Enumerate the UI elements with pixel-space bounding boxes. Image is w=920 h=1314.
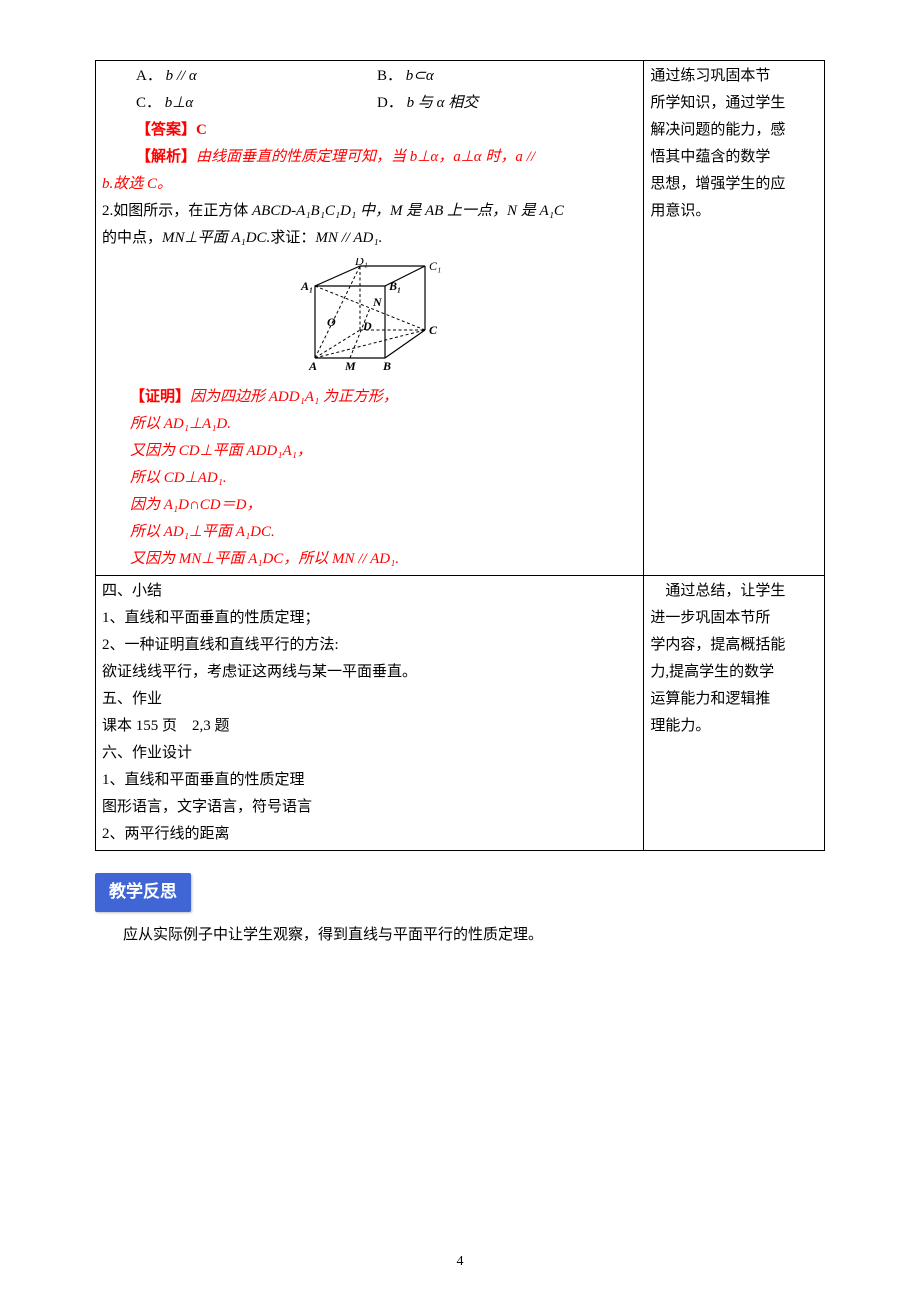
label-o: O bbox=[327, 315, 336, 329]
q2-l1-a: 2.如图所示，在正方体 bbox=[102, 203, 252, 219]
label-a: A bbox=[308, 359, 317, 373]
sidebar1-l0: 通过练习巩固本节 bbox=[650, 63, 818, 90]
sidebar2-l1: 进一步巩固本节所 bbox=[650, 605, 818, 632]
option-c-label: C． bbox=[136, 95, 161, 111]
option-d-label: D． bbox=[377, 95, 403, 111]
label-n: N bbox=[372, 295, 383, 309]
sidebar1-l1: 所学知识，通过学生 bbox=[650, 90, 818, 117]
proof-l2: 所以 AD₁⊥A₁D. bbox=[102, 411, 637, 438]
q2-l1-c: 中，M 是 AB 上一点，N 是 A₁C bbox=[356, 203, 564, 219]
option-c-math: b⊥α bbox=[165, 95, 193, 111]
q2-l2-d: MN // AD₁. bbox=[315, 230, 382, 246]
proof-l5: 因为 A₁D∩CD＝D， bbox=[102, 492, 637, 519]
summary-l0: 四、小结 bbox=[102, 578, 637, 605]
analysis-body-2: b.故选 C。 bbox=[102, 171, 637, 198]
option-d: D． b 与 α 相交 bbox=[377, 90, 478, 117]
reflection-text: 应从实际例子中让学生观察，得到直线与平面平行的性质定理。 bbox=[95, 922, 825, 949]
option-a: A． b // α bbox=[102, 63, 377, 90]
summary-l6: 六、作业设计 bbox=[102, 740, 637, 767]
summary-l3: 欲证线线平行，考虑证这两线与某一平面垂直。 bbox=[102, 659, 637, 686]
sidebar1-l3: 悟其中蕴含的数学 bbox=[650, 144, 818, 171]
sidebar-cell-1: 通过练习巩固本节 所学知识，通过学生 解决问题的能力，感 悟其中蕴含的数学 思想… bbox=[644, 61, 825, 576]
proof-line-0: 【证明】因为四边形 ADD₁A₁ 为正方形， bbox=[102, 384, 637, 411]
option-row-cd: C． b⊥α D． b 与 α 相交 bbox=[102, 90, 637, 117]
table-row: 四、小结 1、直线和平面垂直的性质定理； 2、一种证明直线和直线平行的方法: 欲… bbox=[96, 576, 825, 851]
proof-l6: 所以 AD₁⊥平面 A₁DC. bbox=[102, 519, 637, 546]
sidebar1-l4: 思想，增强学生的应 bbox=[650, 171, 818, 198]
proof-l4: 所以 CD⊥AD₁. bbox=[102, 465, 637, 492]
label-d: D bbox=[362, 319, 372, 333]
proof-l7: 又因为 MN⊥平面 A₁DC，所以 MN // AD₁. bbox=[102, 546, 637, 573]
proof-l1: 因为四边形 ADD₁A₁ 为正方形， bbox=[190, 389, 398, 405]
analysis-body-1: 由线面垂直的性质定理可知，当 b⊥α，a⊥α 时，a // bbox=[196, 149, 535, 165]
sidebar1-l2: 解决问题的能力，感 bbox=[650, 117, 818, 144]
table-row: A． b // α B． b⊂α C． b⊥α D． b 与 α 相交 【答案】 bbox=[96, 61, 825, 576]
option-row-ab: A． b // α B． b⊂α bbox=[102, 63, 637, 90]
label-a1: A₁ bbox=[300, 279, 313, 293]
cube-diagram-wrap: D₁ C₁ A₁ B₁ N O D C A M B bbox=[102, 258, 637, 378]
analysis-label: 【解析】 bbox=[136, 149, 196, 165]
analysis-line-1: 【解析】由线面垂直的性质定理可知，当 b⊥α，a⊥α 时，a // bbox=[102, 144, 637, 171]
sidebar2-l0: 通过总结，让学生 bbox=[650, 578, 818, 605]
q2-line-1: 2.如图所示，在正方体 ABCD-A₁B₁C₁D₁ 中，M 是 AB 上一点，N… bbox=[102, 198, 637, 225]
label-c: C bbox=[429, 323, 438, 337]
option-d-text: b 与 α 相交 bbox=[407, 95, 479, 111]
summary-l7: 1、直线和平面垂直的性质定理 bbox=[102, 767, 637, 794]
q2-l2-a: 的中点， bbox=[102, 230, 162, 246]
content-table: A． b // α B． b⊂α C． b⊥α D． b 与 α 相交 【答案】 bbox=[95, 60, 825, 851]
option-b-math: b⊂α bbox=[406, 68, 434, 84]
main-content-cell: A． b // α B． b⊂α C． b⊥α D． b 与 α 相交 【答案】 bbox=[96, 61, 644, 576]
option-c: C． b⊥α bbox=[102, 90, 377, 117]
q2-l1-b: ABCD-A₁B₁C₁D₁ bbox=[252, 203, 356, 219]
reflection-badge: 教学反思 bbox=[95, 873, 191, 912]
label-c1: C₁ bbox=[429, 259, 441, 273]
summary-l2: 2、一种证明直线和直线平行的方法: bbox=[102, 632, 637, 659]
summary-l8: 图形语言，文字语言，符号语言 bbox=[102, 794, 637, 821]
sidebar2-l5: 理能力。 bbox=[650, 713, 818, 740]
sidebar2-l2: 学内容，提高概括能 bbox=[650, 632, 818, 659]
proof-l3: 又因为 CD⊥平面 ADD₁A₁， bbox=[102, 438, 637, 465]
reflection-section: 教学反思 应从实际例子中让学生观察，得到直线与平面平行的性质定理。 bbox=[95, 873, 825, 949]
summary-l4: 五、作业 bbox=[102, 686, 637, 713]
summary-l9: 2、两平行线的距离 bbox=[102, 821, 637, 848]
option-b: B． b⊂α bbox=[377, 63, 434, 90]
summary-l5: 课本 155 页 2,3 题 bbox=[102, 713, 637, 740]
q2-l2-b: MN⊥平面 A₁DC. bbox=[162, 230, 270, 246]
q2-line-2: 的中点，MN⊥平面 A₁DC.求证：MN // AD₁. bbox=[102, 225, 637, 252]
q2-l2-c: 求证： bbox=[270, 230, 315, 246]
proof-label: 【证明】 bbox=[130, 389, 190, 405]
summary-cell: 四、小结 1、直线和平面垂直的性质定理； 2、一种证明直线和直线平行的方法: 欲… bbox=[96, 576, 644, 851]
sidebar1-l5: 用意识。 bbox=[650, 198, 818, 225]
option-a-label: A． bbox=[136, 68, 162, 84]
sidebar-cell-2: 通过总结，让学生 进一步巩固本节所 学内容，提高概括能 力,提高学生的数学 运算… bbox=[644, 576, 825, 851]
label-m: M bbox=[344, 359, 356, 373]
label-b: B bbox=[382, 359, 391, 373]
sidebar2-l4: 运算能力和逻辑推 bbox=[650, 686, 818, 713]
option-a-math: b // α bbox=[166, 68, 197, 84]
sidebar2-l3: 力,提高学生的数学 bbox=[650, 659, 818, 686]
page-number: 4 bbox=[95, 1249, 825, 1274]
option-b-label: B． bbox=[377, 68, 402, 84]
answer-label: 【答案】C bbox=[102, 117, 637, 144]
label-d1: D₁ bbox=[354, 258, 368, 268]
label-b1: B₁ bbox=[388, 279, 401, 293]
summary-l1: 1、直线和平面垂直的性质定理； bbox=[102, 605, 637, 632]
cube-diagram: D₁ C₁ A₁ B₁ N O D C A M B bbox=[285, 258, 455, 378]
